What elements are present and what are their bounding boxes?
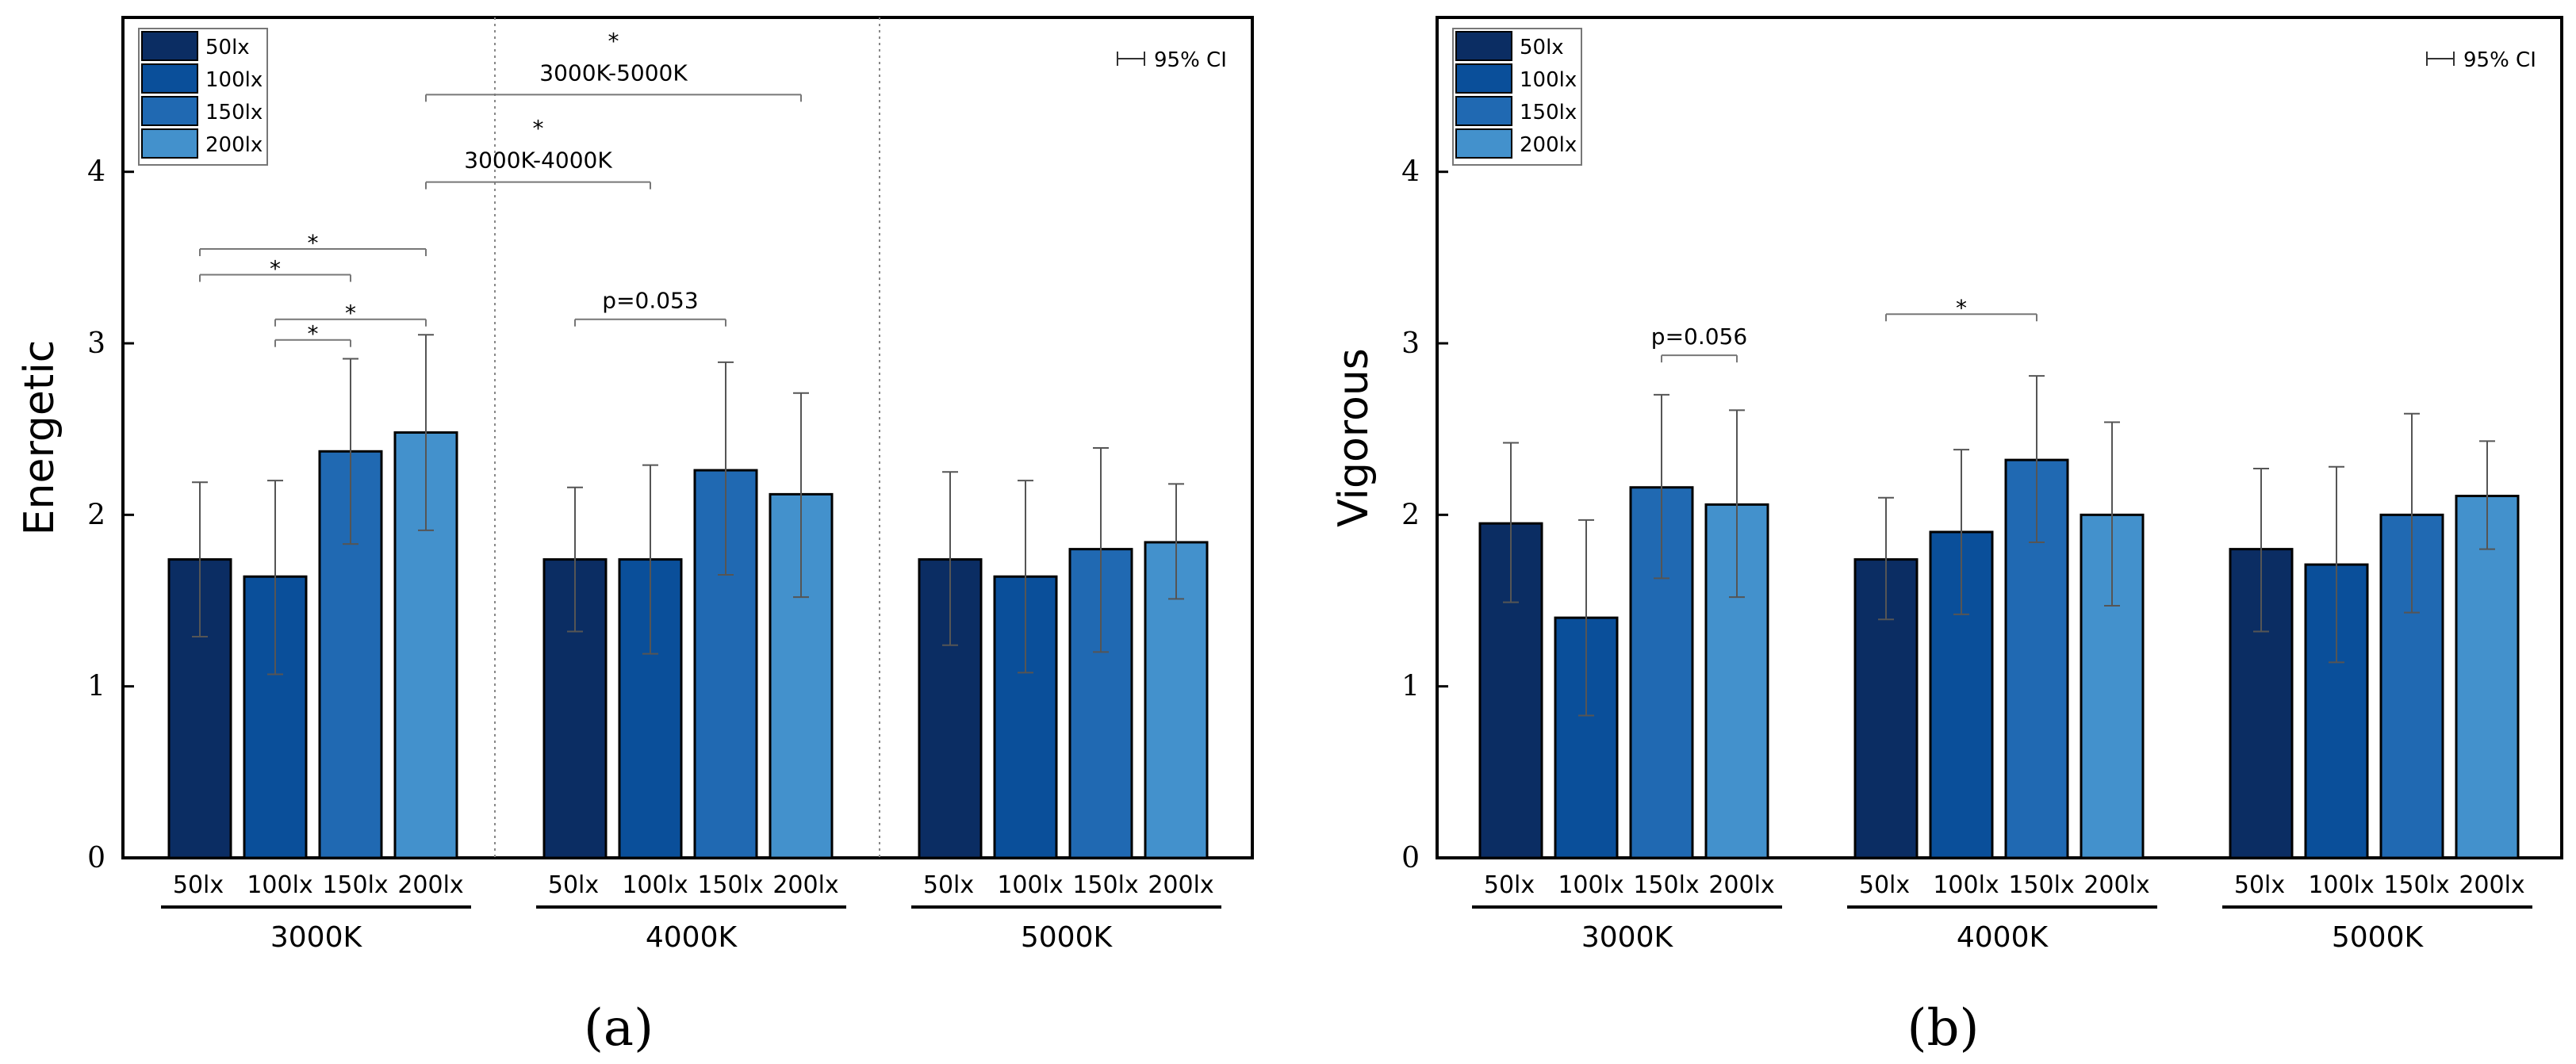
bracket-label: p=0.053 <box>602 288 698 314</box>
group-label: 3000K <box>270 921 363 954</box>
y-tick-label: 0 <box>87 842 105 875</box>
x-category-label: 200lx <box>2459 871 2524 899</box>
legend-label: 200lx <box>1520 133 1577 157</box>
legend-label: 50lx <box>205 36 250 59</box>
panel-label: (b) <box>1907 999 1980 1058</box>
bracket-label: * <box>270 255 281 281</box>
x-category-label: 150lx <box>322 871 388 899</box>
significance-bracket: p=0.053 <box>574 288 726 327</box>
bracket-label: * <box>308 230 319 256</box>
legend-swatch <box>1455 31 1512 61</box>
y-tick-label: 4 <box>1401 156 1420 189</box>
x-category-label: 50lx <box>1484 871 1535 899</box>
chart-panel-b: 0 1 2 3 4 Vigorous 50lx 100lx 150lx 200lx 3000K 50l… <box>1330 16 2563 1058</box>
panel-label: (a) <box>584 999 654 1058</box>
y-tick-label: 1 <box>1401 671 1420 703</box>
x-category-label: 200lx <box>397 871 463 899</box>
legend-swatch <box>1455 63 1512 94</box>
plot-frame <box>1436 16 2563 859</box>
bar-5000K-200lx <box>2455 495 2520 859</box>
x-category-label: 50lx <box>548 871 599 899</box>
group-label: 4000K <box>646 921 738 954</box>
x-category-label: 100lx <box>997 871 1063 899</box>
x-category-label: 50lx <box>1859 871 1910 899</box>
group-label: 5000K <box>2332 921 2425 954</box>
legend-swatch <box>141 31 198 61</box>
x-category-label: 100lx <box>622 871 688 899</box>
y-tick-label: 1 <box>87 671 105 703</box>
legend: 50lx 100lx 150lx 200lx <box>138 28 268 166</box>
y-tick-label: 2 <box>87 499 105 531</box>
significance-bracket: * <box>274 321 351 347</box>
legend-label: 100lx <box>205 68 263 92</box>
x-category-label: 150lx <box>2008 871 2074 899</box>
bracket-label: * <box>1956 295 1967 321</box>
legend-label: 50lx <box>1520 36 1564 59</box>
y-tick-label: 2 <box>1401 499 1420 531</box>
significance-bracket: * <box>199 230 427 257</box>
legend-swatch <box>1455 96 1512 126</box>
x-category-label: 100lx <box>2308 871 2374 899</box>
legend-swatch <box>141 128 198 159</box>
y-axis-title: Vigorous <box>1330 348 1378 527</box>
significance-bracket: * <box>1885 295 2037 322</box>
bracket-label: 3000K-5000K <box>539 59 688 86</box>
x-category-label: 200lx <box>772 871 838 899</box>
group-label: 3000K <box>1581 921 1674 954</box>
y-tick-label: 0 <box>1401 842 1420 875</box>
bracket-label: * <box>308 321 319 347</box>
legend-swatch <box>1455 128 1512 159</box>
y-tick-label: 4 <box>87 156 105 189</box>
bracket-label: p=0.056 <box>1651 323 1747 350</box>
y-axis-title: Energetic <box>16 340 63 536</box>
bracket-label: * <box>345 300 356 327</box>
x-category-label: 100lx <box>1558 871 1623 899</box>
x-category-label: 50lx <box>2234 871 2285 899</box>
legend-label: 150lx <box>1520 101 1577 124</box>
bracket-star: * <box>608 28 619 54</box>
x-category-label: 150lx <box>2383 871 2449 899</box>
significance-bracket: 3000K-5000K * <box>425 28 802 102</box>
bracket-star: * <box>533 116 544 142</box>
y-tick-label: 3 <box>87 327 105 360</box>
x-category-label: 100lx <box>1933 871 1999 899</box>
legend-swatch <box>141 96 198 126</box>
x-category-label: 150lx <box>1072 871 1138 899</box>
x-category-label: 150lx <box>697 871 763 899</box>
group-label: 4000K <box>1957 921 2049 954</box>
legend-label: 200lx <box>205 133 263 157</box>
legend-label: 100lx <box>1520 68 1577 92</box>
chart-panel-a: 0 1 2 3 4 Energetic 50lx 100lx 150lx 200lx 3000K 50… <box>16 16 1254 1058</box>
significance-bracket: 3000K-4000K * <box>425 116 651 189</box>
x-category-label: 200lx <box>1708 871 1774 899</box>
y-tick-label: 3 <box>1401 327 1420 360</box>
legend: 50lx 100lx 150lx 200lx <box>1452 28 1582 166</box>
x-category-label: 200lx <box>1148 871 1213 899</box>
significance-bracket: p=0.056 <box>1651 323 1747 363</box>
x-category-label: 50lx <box>173 871 224 899</box>
ci-legend-label: 95% CI <box>2463 48 2536 72</box>
x-category-label: 150lx <box>1633 871 1699 899</box>
legend-label: 150lx <box>205 101 263 124</box>
bracket-label: 3000K-4000K <box>464 147 612 174</box>
ci-legend-label: 95% CI <box>1154 48 1227 72</box>
plot-frame <box>121 16 1254 859</box>
significance-bracket: * <box>199 255 351 282</box>
legend-swatch <box>141 63 198 94</box>
group-label: 5000K <box>1021 921 1114 954</box>
significance-bracket: * <box>274 300 427 327</box>
x-category-label: 50lx <box>923 871 974 899</box>
x-category-label: 100lx <box>247 871 312 899</box>
x-category-label: 200lx <box>2083 871 2149 899</box>
